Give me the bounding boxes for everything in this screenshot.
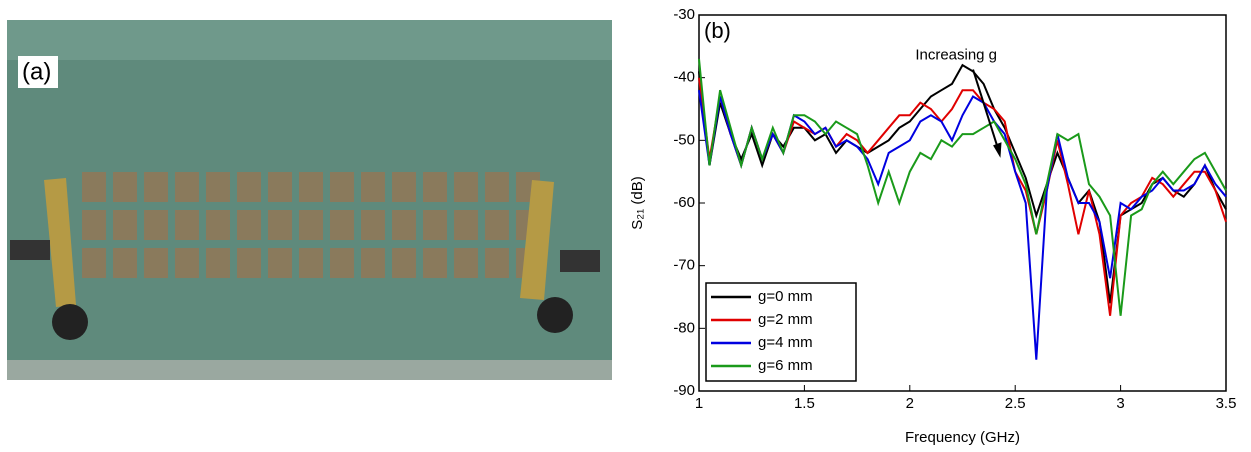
patch [330,210,354,240]
feed-strip [44,178,76,307]
patch [82,248,106,278]
patch [330,248,354,278]
patch [206,210,230,240]
y-tick-label: -80 [673,319,695,336]
patch [299,210,323,240]
series-line [698,63,1227,304]
patch [82,210,106,240]
x-tick-label: 3 [1116,395,1124,412]
series-line [698,58,1227,316]
patch [392,248,416,278]
patch [144,172,168,202]
connector [10,240,50,260]
patch [392,172,416,202]
x-tick-label: 2 [906,395,914,412]
patch [361,172,385,202]
patch [299,172,323,202]
patch [454,248,478,278]
legend-label: g=2 mm [758,311,813,328]
panel-label-box [18,56,58,88]
patch [454,172,478,202]
y-tick-label: -30 [673,6,695,23]
patch [392,210,416,240]
y-tick-label: -60 [673,194,695,211]
patch [423,248,447,278]
y-tick-label: -40 [673,69,695,86]
arrow-head [993,142,1002,158]
patch [485,172,509,202]
photo [7,20,612,380]
patch [206,248,230,278]
y-axis-label: S₂₁ (dB) [629,176,646,229]
x-tick-label: 3.5 [1216,395,1237,412]
patch [361,248,385,278]
patch [299,248,323,278]
patch [454,210,478,240]
patch [113,248,137,278]
patch [423,210,447,240]
legend-label: g=0 mm [758,288,813,305]
y-tick-label: -50 [673,131,695,148]
patch [268,210,292,240]
connector [560,250,600,272]
fabric-top [7,20,612,60]
patch [175,210,199,240]
patch [113,172,137,202]
patch [175,172,199,202]
patch [485,248,509,278]
y-tick-label: -90 [673,382,695,399]
patch [237,210,261,240]
patch [268,172,292,202]
patch [82,172,106,202]
knob [537,297,573,333]
fabric-bottom [7,360,612,380]
patch [237,248,261,278]
y-tick-label: -70 [673,257,695,274]
patch [423,172,447,202]
panel-label: (a) [22,58,51,85]
patch [144,210,168,240]
patch [330,172,354,202]
patch [206,172,230,202]
patch [237,172,261,202]
x-tick-label: 1.5 [794,395,815,412]
legend-label: g=4 mm [758,334,813,351]
chart-title: (b) [704,18,731,43]
patch [485,210,509,240]
patch [268,248,292,278]
annotation-arrow [972,69,1000,151]
feed-strip [520,180,554,300]
x-tick-label: 1 [695,395,703,412]
chart: -90 -80 -70 -60 -50 -40 -30 1 1.5 2 2.5 3 3.5 Frequen… [629,6,1236,446]
patch [113,210,137,240]
patch [144,248,168,278]
annotation: Increasing g [915,47,997,64]
knob [52,304,88,340]
legend-box [705,282,857,382]
x-axis-label: Frequency (GHz) [905,429,1020,446]
patch [175,248,199,278]
legend-label: g=6 mm [758,357,813,374]
patch [361,210,385,240]
x-tick-label: 2.5 [1005,395,1026,412]
